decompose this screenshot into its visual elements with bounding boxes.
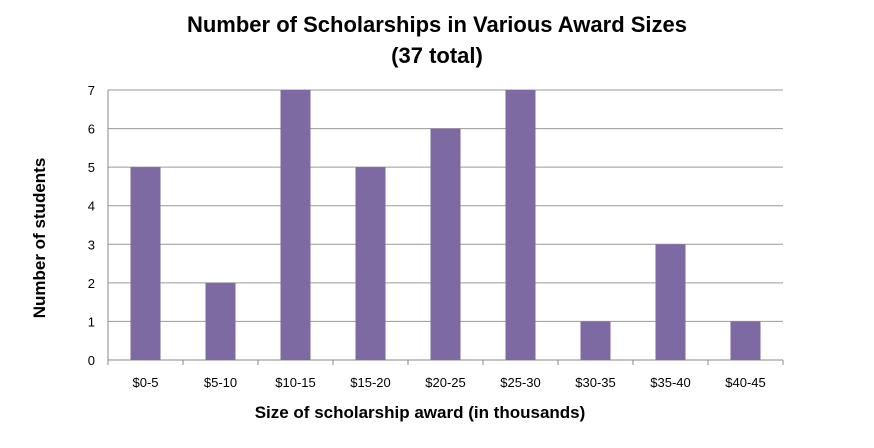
bar-2 <box>205 282 236 360</box>
x-axis-label: Size of scholarship award (in thousands) <box>255 403 586 422</box>
x-tick-label: $10-15 <box>275 375 315 390</box>
x-tick-label: $30-35 <box>575 375 615 390</box>
y-axis-label: Number of students <box>30 158 49 319</box>
y-tick-label: 1 <box>88 314 95 329</box>
y-tick-label: 3 <box>88 237 95 252</box>
bar-6 <box>505 90 536 360</box>
y-tick-label: 4 <box>88 199 95 214</box>
bar-8 <box>655 244 686 360</box>
y-tick-label: 2 <box>88 276 95 291</box>
y-tick-label: 7 <box>88 83 95 98</box>
x-tick-label: $5-10 <box>204 375 237 390</box>
chart-subtitle: (37 total) <box>391 43 483 68</box>
x-tick-label: $35-40 <box>650 375 690 390</box>
x-tick-label: $0-5 <box>132 375 158 390</box>
bar-3 <box>280 90 311 360</box>
bars <box>130 90 761 360</box>
bar-7 <box>580 321 611 360</box>
y-tick-labels: 0 1 2 3 4 5 6 7 <box>88 83 95 368</box>
x-tick-label: $25-30 <box>500 375 540 390</box>
y-tick-label: 0 <box>88 353 95 368</box>
y-tick-label: 5 <box>88 160 95 175</box>
bar-9 <box>730 321 761 360</box>
bar-1 <box>130 167 161 360</box>
x-tick-label: $15-20 <box>350 375 390 390</box>
bar-4 <box>355 167 386 360</box>
bar-5 <box>430 128 461 360</box>
x-tick-labels: $0-5 $5-10 $10-15 $15-20 $20-25 $25-30 $30-35 $… <box>132 375 765 390</box>
chart-title: Number of Scholarships in Various Award … <box>187 12 687 37</box>
x-tick-label: $40-45 <box>725 375 765 390</box>
y-tick-label: 6 <box>88 122 95 137</box>
x-tick-label: $20-25 <box>425 375 465 390</box>
